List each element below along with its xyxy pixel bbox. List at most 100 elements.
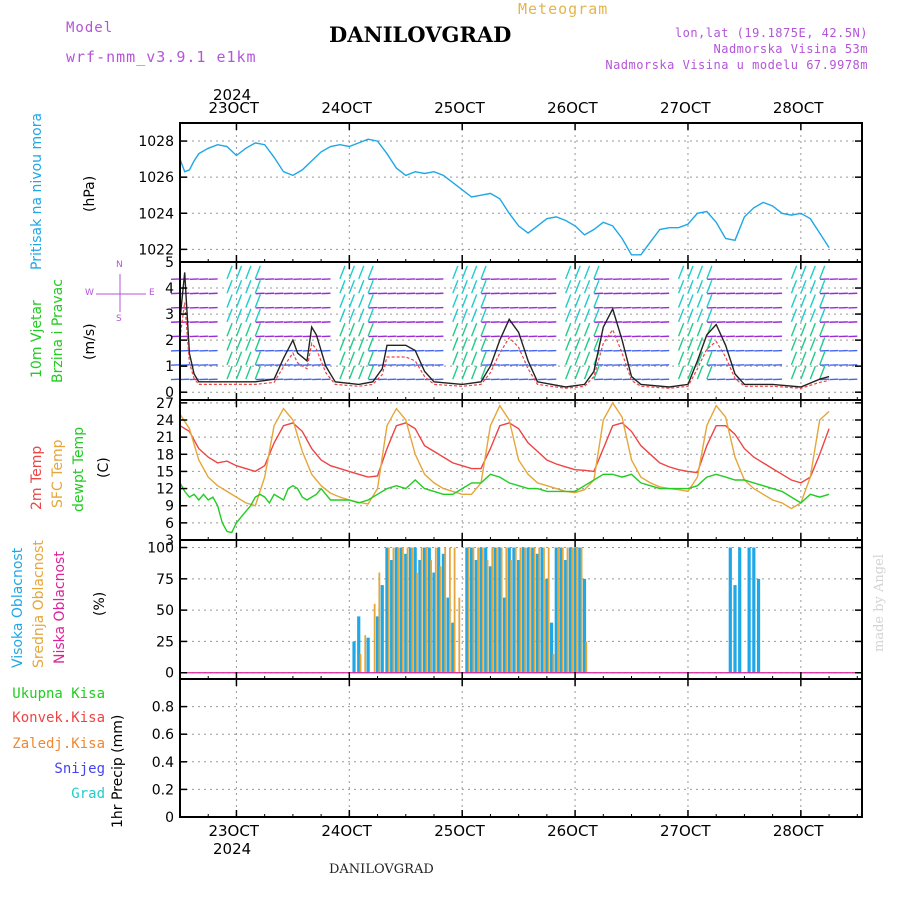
wind-vector: [819, 265, 826, 280]
cloud-bar: [486, 560, 489, 673]
wind-vector: [339, 351, 346, 366]
wind-vector: [687, 351, 694, 366]
temperature-ytick-label-5: 18: [156, 447, 174, 463]
top-date-tick: 25OCT: [434, 99, 485, 117]
cloud-ytick-label-2: 50: [156, 603, 174, 619]
cloud-bar: [451, 622, 455, 673]
wind-vector: [358, 279, 365, 294]
wind-vector: [574, 351, 581, 366]
wind-vector: [452, 294, 459, 308]
wind-vector: [809, 322, 816, 337]
bottom-date-tick: 24OCT: [321, 822, 372, 840]
wind-label-line2: Brzina i Pravac: [50, 279, 66, 383]
wind-vector: [235, 322, 243, 337]
cloud-ytick-label-1: 25: [156, 634, 174, 650]
wind-ytick-label-4: 4: [165, 281, 174, 297]
cloud-bar: [441, 553, 445, 673]
cloud-bar: [733, 585, 737, 673]
wind-vector: [565, 337, 572, 351]
cloud-bar: [467, 547, 470, 673]
wind-vector: [574, 322, 581, 337]
temperature-ytick-label-8: 27: [156, 396, 174, 412]
cloud-bar: [430, 560, 432, 673]
pressure-ytick-label-0: 1022: [138, 242, 174, 258]
wind-vector: [245, 365, 252, 380]
wind-vector: [800, 265, 807, 280]
wind-vector: [790, 337, 798, 351]
cloud-bar: [507, 547, 511, 673]
cloud-bar: [420, 547, 423, 673]
wind-vector: [574, 308, 581, 323]
wind-vector: [790, 279, 798, 294]
wind-vector: [819, 279, 826, 294]
meteogram-label: Meteogram: [518, 0, 609, 18]
wind-vector: [226, 279, 233, 294]
cloud-bar: [359, 653, 362, 673]
wind-vector: [358, 308, 365, 323]
wind-vector: [245, 351, 252, 366]
temperature-panel-frame: [179, 399, 863, 541]
compass-south: S: [116, 314, 122, 324]
wind-vector: [339, 322, 346, 337]
wind-vector: [367, 279, 374, 294]
cloud-bar: [380, 585, 384, 673]
cloud-bar: [488, 566, 493, 673]
wind-vector: [800, 351, 807, 366]
cloud-bar: [477, 547, 480, 673]
wind-vector: [677, 337, 685, 351]
wind-gust-series: [179, 302, 830, 389]
cloud-bar: [496, 547, 498, 673]
cloud-label-low: Niska Oblacnost: [52, 551, 68, 664]
wind-vector: [706, 351, 713, 366]
wind-vector: [245, 308, 252, 323]
wind-ytick-label-2: 2: [165, 333, 174, 349]
elevation-label: Nadmorska Visina 53m: [713, 42, 868, 56]
wind-ytick-label-0: 0: [165, 385, 174, 401]
wind-vector: [235, 308, 243, 323]
wind-vector: [226, 294, 233, 308]
cloud-bar: [373, 603, 376, 673]
cloud-bar: [399, 547, 403, 673]
wind-vector: [339, 308, 346, 323]
wind-vector: [687, 322, 694, 337]
pressure-axis-label: Pritisak na nivou mora: [29, 112, 45, 270]
cloud-bar: [422, 547, 427, 673]
precip-label-frozen: Zaledj.Kisa: [12, 736, 105, 752]
cloud-label-mid: Srednja Oblacnost: [31, 540, 47, 668]
cloud-bar: [458, 597, 461, 673]
wind-vector: [593, 294, 600, 308]
wind-vector: [452, 308, 459, 323]
wind-vector: [565, 265, 572, 280]
station-title: DANILOVGRAD: [329, 22, 512, 47]
cloud-bar: [392, 547, 395, 673]
year-label-top: 2024: [213, 86, 252, 104]
wind-ytick-label-3: 3: [165, 307, 174, 323]
cloud-bar: [406, 547, 409, 673]
wind-vector: [470, 322, 478, 337]
wind-vector: [461, 322, 468, 337]
footer-station-title: DANILOVGRAD: [329, 862, 434, 877]
lonlat-label: lon,lat (19.1875E, 42.5N): [674, 26, 868, 40]
cloud-bar: [474, 560, 478, 673]
wind-vector: [367, 265, 374, 280]
cloud-bar: [404, 553, 408, 673]
cloud-bar: [427, 547, 431, 673]
precipitation-ytick-label-3: 0.6: [152, 727, 174, 743]
credit-label: made by Angel: [872, 554, 887, 652]
wind-vector: [480, 365, 487, 380]
precip-label-hail: Grad: [71, 786, 105, 802]
cloud-bar: [578, 547, 582, 673]
cloud-bar: [559, 547, 563, 673]
precipitation-panel-frame: [179, 678, 863, 818]
cloud-bar: [357, 616, 361, 673]
wind-vector: [583, 351, 591, 366]
precipitation-ytick-label-0: 0: [165, 810, 174, 826]
top-date-tick: 26OCT: [547, 99, 598, 117]
wind-vector: [583, 322, 591, 337]
wind-vector: [358, 365, 365, 380]
cloud-bar: [378, 572, 381, 673]
wind-vector: [809, 308, 816, 323]
cloud-bar: [465, 547, 469, 673]
cloud-ytick-label-0: 0: [165, 666, 174, 682]
cloud-bar: [366, 637, 370, 673]
